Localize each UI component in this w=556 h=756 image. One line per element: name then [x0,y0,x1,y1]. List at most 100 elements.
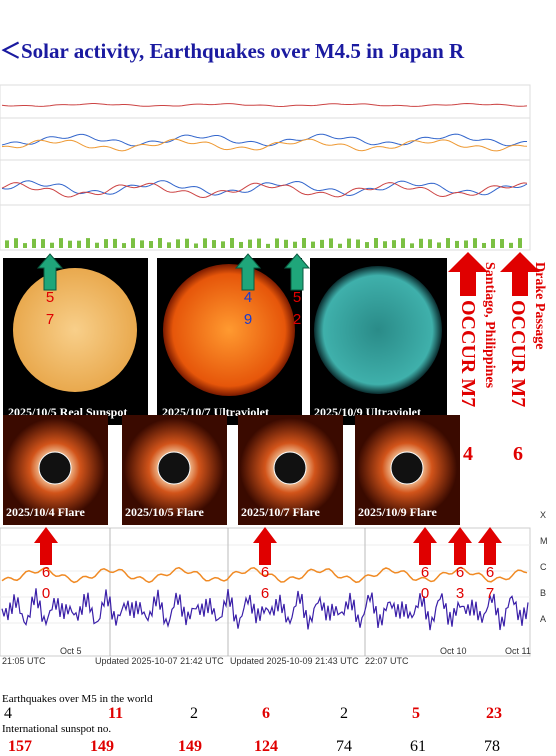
decoration [293,241,297,248]
decoration [437,242,441,248]
level-label: C [540,562,547,572]
decoration [482,242,486,248]
quake-digit: 6 [513,443,523,465]
decoration [446,238,450,248]
decoration [32,238,36,248]
decoration [95,242,99,248]
quake-place: Drake Passage [532,262,547,350]
decoration [401,238,405,248]
sun-images [3,258,447,425]
decoration [428,239,432,248]
flare-arrows [34,527,502,565]
level-label: B [540,588,546,598]
caption: 2025/10/4 Flare [6,505,85,519]
decoration [509,242,513,248]
arrow-label: 9 [244,311,252,328]
decoration [374,238,378,248]
decoration [410,243,414,248]
quake-arrows [448,252,540,296]
arrow-label: 6 [486,564,494,581]
decoration [230,238,234,248]
arrow-label: 0 [421,585,429,602]
decoration [473,238,477,248]
decoration [266,243,270,248]
decoration [1,102,528,108]
decoration [248,239,252,248]
decoration [302,238,306,248]
arrow-label: 6 [261,564,269,581]
decoration [338,243,342,248]
magnetometer-lines [0,102,530,248]
magnetometer-panel [0,84,531,251]
decoration [221,241,225,248]
decoration [284,239,288,248]
decoration [1,138,528,152]
quake-count: 2 [340,705,348,722]
sunspot-number: 78 [484,738,500,755]
level-label: A [540,614,546,624]
caption: 2025/10/7 Flare [241,505,320,519]
decoration [275,238,279,248]
arrow-label: 7 [46,311,54,328]
arrow-label: 7 [486,585,494,602]
sunspot-number: 124 [254,738,278,755]
decoration [41,239,45,248]
decoration [77,240,81,248]
decoration [329,238,333,248]
arrow-label: 6 [456,564,464,581]
decoration [185,238,189,248]
sunspot-number: 74 [336,738,352,755]
quake-label: OCCUR M7 [507,300,529,407]
title: ＜Solar activity, Earthquakes over M4.5 i… [0,39,465,63]
decoration [455,240,459,248]
decoration [194,243,198,248]
decoration [257,238,261,248]
caption: 2025/10/5 Flare [125,505,204,519]
decoration [347,238,351,248]
row-heading: International sunspot no. [2,723,111,735]
decoration [59,238,63,248]
arrow-label: 5 [46,289,54,306]
decoration [1,588,529,631]
decoration [140,240,144,248]
date-label: Oct 11 [505,646,531,656]
arrow-label: 4 [244,289,252,306]
decoration [239,241,243,248]
caption: 2025/10/9 Flare [358,505,437,519]
level-label: M [540,536,548,546]
quake-count: 5 [412,705,420,722]
decoration [320,239,324,248]
date-label: Oct 10 [440,646,467,656]
decoration [212,240,216,248]
arrow-label: 6 [261,585,269,602]
decoration [500,239,504,248]
green-arrows [36,253,311,291]
decoration [23,243,27,248]
decoration [1,182,528,199]
decoration [311,241,315,248]
decoration [1,566,528,584]
decoration [113,238,117,248]
decoration [419,238,423,248]
decoration [365,242,369,248]
decoration [158,238,162,248]
decoration [1,133,527,147]
time-label: Updated 2025-10-09 21:43 UTC [230,656,359,666]
quake-digit: 4 [463,443,473,465]
quake-count: 11 [108,705,123,722]
decoration [149,241,153,248]
decoration [518,238,522,248]
time-label: Updated 2025-10-07 21:42 UTC [95,656,224,666]
sunspot-number: 149 [178,738,202,755]
quake-count: 4 [4,705,12,722]
quake-place: Santiago, Philippines [482,262,497,389]
decoration [122,243,126,248]
sunspot-number: 149 [90,738,114,755]
decoration [50,242,54,248]
flare-images [3,415,460,525]
arrow-label: 6 [421,564,429,581]
decoration [464,240,468,248]
arrow-label: 3 [456,585,464,602]
time-label: 22:07 UTC [365,656,409,666]
